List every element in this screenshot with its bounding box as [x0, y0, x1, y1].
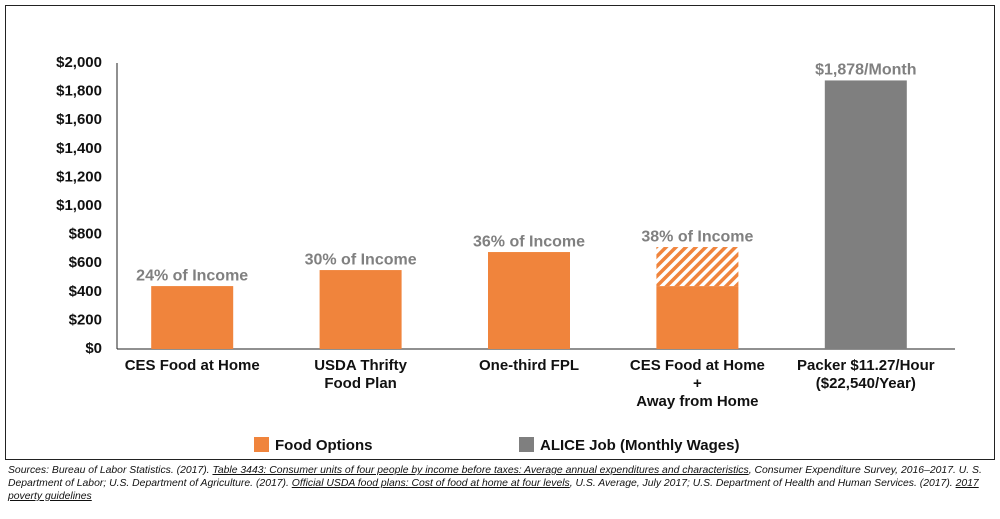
source-text: , U.S. Average, July 2017; U.S. Departme…: [569, 478, 956, 489]
y-tick-label: $2,000: [56, 54, 102, 71]
source-text: Sources: Bureau of Labor Statistics. (20…: [8, 465, 213, 476]
legend-label: ALICE Job (Monthly Wages): [540, 437, 739, 454]
source-link[interactable]: 2017 poverty guidelines: [8, 478, 979, 502]
x-tick-label: Food Plan: [324, 375, 397, 392]
x-tick-label: Away from Home: [636, 393, 758, 410]
annotation: 30% of Income: [305, 251, 417, 268]
y-tick-label: $800: [69, 226, 102, 243]
y-tick-label: $1,800: [56, 83, 102, 100]
y-tick-label: $1,400: [56, 140, 102, 157]
source-note: Sources: Bureau of Labor Statistics. (20…: [8, 464, 993, 503]
value-label: $1,878/Month: [815, 62, 916, 79]
annotation: 24% of Income: [136, 267, 248, 284]
legend-swatch: [519, 437, 534, 452]
y-tick-label: $600: [69, 254, 102, 271]
x-tick-label: One-third FPL: [479, 357, 579, 374]
y-tick-label: $0: [85, 340, 102, 357]
y-tick-label: $1,600: [56, 111, 102, 128]
x-tick-label: Packer $11.27/Hour: [797, 357, 935, 374]
bar: [824, 80, 907, 350]
x-tick-label: ($22,540/Year): [816, 375, 916, 392]
bar: [151, 286, 234, 349]
annotation: 36% of Income: [473, 233, 585, 250]
x-tick-label: CES Food at Home: [630, 357, 765, 374]
y-tick-label: $400: [69, 283, 102, 300]
y-tick-label: $1,000: [56, 197, 102, 214]
chart-frame: [5, 5, 995, 460]
x-tick-label: +: [693, 375, 702, 392]
legend-label: Food Options: [275, 437, 372, 454]
bar: [319, 270, 402, 349]
legend-swatch: [254, 437, 269, 452]
annotation: 38% of Income: [641, 228, 753, 245]
y-tick-label: $1,200: [56, 168, 102, 185]
bar: [656, 286, 739, 349]
source-text: , Consumer Expenditure Survey, 2016–2017…: [8, 465, 982, 489]
x-tick-label: CES Food at Home: [125, 357, 260, 374]
bar: [488, 252, 570, 349]
x-tick-label: USDA Thrifty: [314, 357, 407, 374]
chart: $0 $200 $400 $600 $800 $1,000 $1,200 $1,400 $1,6…: [56, 54, 955, 454]
source-link[interactable]: Table 3443: Consumer units of four peopl…: [212, 465, 749, 476]
y-tick-label: $200: [69, 311, 102, 328]
bar-hatched: [656, 247, 739, 287]
source-link[interactable]: Official USDA food plans: Cost of food a…: [291, 478, 570, 489]
